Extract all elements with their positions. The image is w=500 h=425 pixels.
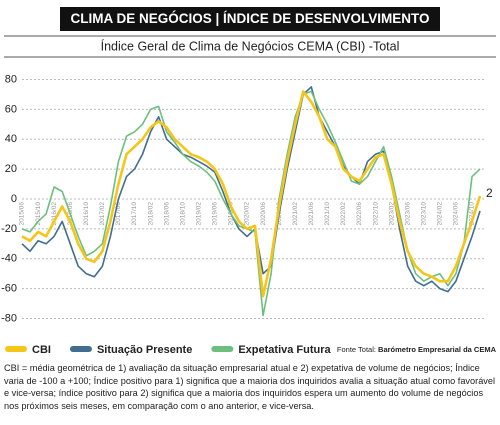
chart-title: Índice Geral de Clima de Negócios CEMA (… xyxy=(101,38,400,53)
x-tick-label: 2023/06 xyxy=(404,202,411,226)
header-bar xyxy=(60,7,440,31)
x-tick-label: 2017/10 xyxy=(131,202,138,226)
chart: CLIMA DE NEGÓCIOS | ÍNDICE DE DESENVOLVI… xyxy=(1,7,497,356)
y-tick-label: 0 xyxy=(11,193,17,205)
y-tick-label: -60 xyxy=(1,283,17,295)
x-tick-label: 2023/02 xyxy=(388,202,395,226)
footnote: CBI = média geométrica de 1) avaliação d… xyxy=(4,363,496,411)
header: CLIMA DE NEGÓCIOS | ÍNDICE DE DESENVOLVI… xyxy=(70,11,429,26)
x-tick-label: 2016/10 xyxy=(83,202,90,226)
x-tick-label: 2020/02 xyxy=(244,202,251,226)
x-tick-label: 2018/02 xyxy=(147,202,154,226)
x-tick-label: 2018/06 xyxy=(163,202,170,226)
source: Fonte Total: Barómetro Empresarial da CE… xyxy=(337,345,497,354)
legend-label: Expetativa Futura xyxy=(238,344,331,356)
legend-label: CBI xyxy=(32,344,51,356)
x-tick-label: 2017/06 xyxy=(115,202,122,226)
y-tick-label: -80 xyxy=(1,312,17,324)
data-label: 2 xyxy=(486,186,493,200)
y-tick-label: 20 xyxy=(5,163,17,175)
x-tick-label: 2021/06 xyxy=(308,202,315,226)
x-tick-label: 2021/02 xyxy=(292,202,299,226)
x-tick-label: 2022/02 xyxy=(340,202,347,226)
x-tick-label: 2024/10 xyxy=(469,202,476,226)
y-tick-label: 60 xyxy=(5,103,17,115)
y-tick-label: 40 xyxy=(5,133,17,145)
x-tick-label: 2016/02 xyxy=(51,202,58,226)
x-tick-label: 2017/02 xyxy=(99,202,106,226)
x-tick-label: 2021/10 xyxy=(324,202,331,226)
x-tick-label: 2019/06 xyxy=(212,202,219,226)
y-tick-label: -20 xyxy=(1,223,17,235)
source-name: Barómetro Empresarial da CEMA xyxy=(378,345,497,354)
x-tick-label: 2024/02 xyxy=(437,202,444,226)
source-prefix: Fonte Total: xyxy=(337,345,376,354)
x-tick-label: 2015/10 xyxy=(35,202,42,226)
x-tick-label: 2024/06 xyxy=(453,202,460,226)
x-tick-label: 2020/06 xyxy=(260,202,267,226)
y-tick-label: 80 xyxy=(5,73,17,85)
x-tick-label: 2022/10 xyxy=(372,202,379,226)
legend-label: Situação Presente xyxy=(97,344,192,356)
x-tick-label: 2019/02 xyxy=(195,202,202,226)
x-tick-label: 2018/10 xyxy=(179,202,186,226)
x-tick-label: 2022/06 xyxy=(356,202,363,226)
y-tick-label: -40 xyxy=(1,253,17,265)
series-line xyxy=(21,90,482,298)
x-tick-label: 2015/06 xyxy=(19,202,26,226)
x-tick-label: 2023/10 xyxy=(420,202,427,226)
series-line xyxy=(21,86,481,293)
